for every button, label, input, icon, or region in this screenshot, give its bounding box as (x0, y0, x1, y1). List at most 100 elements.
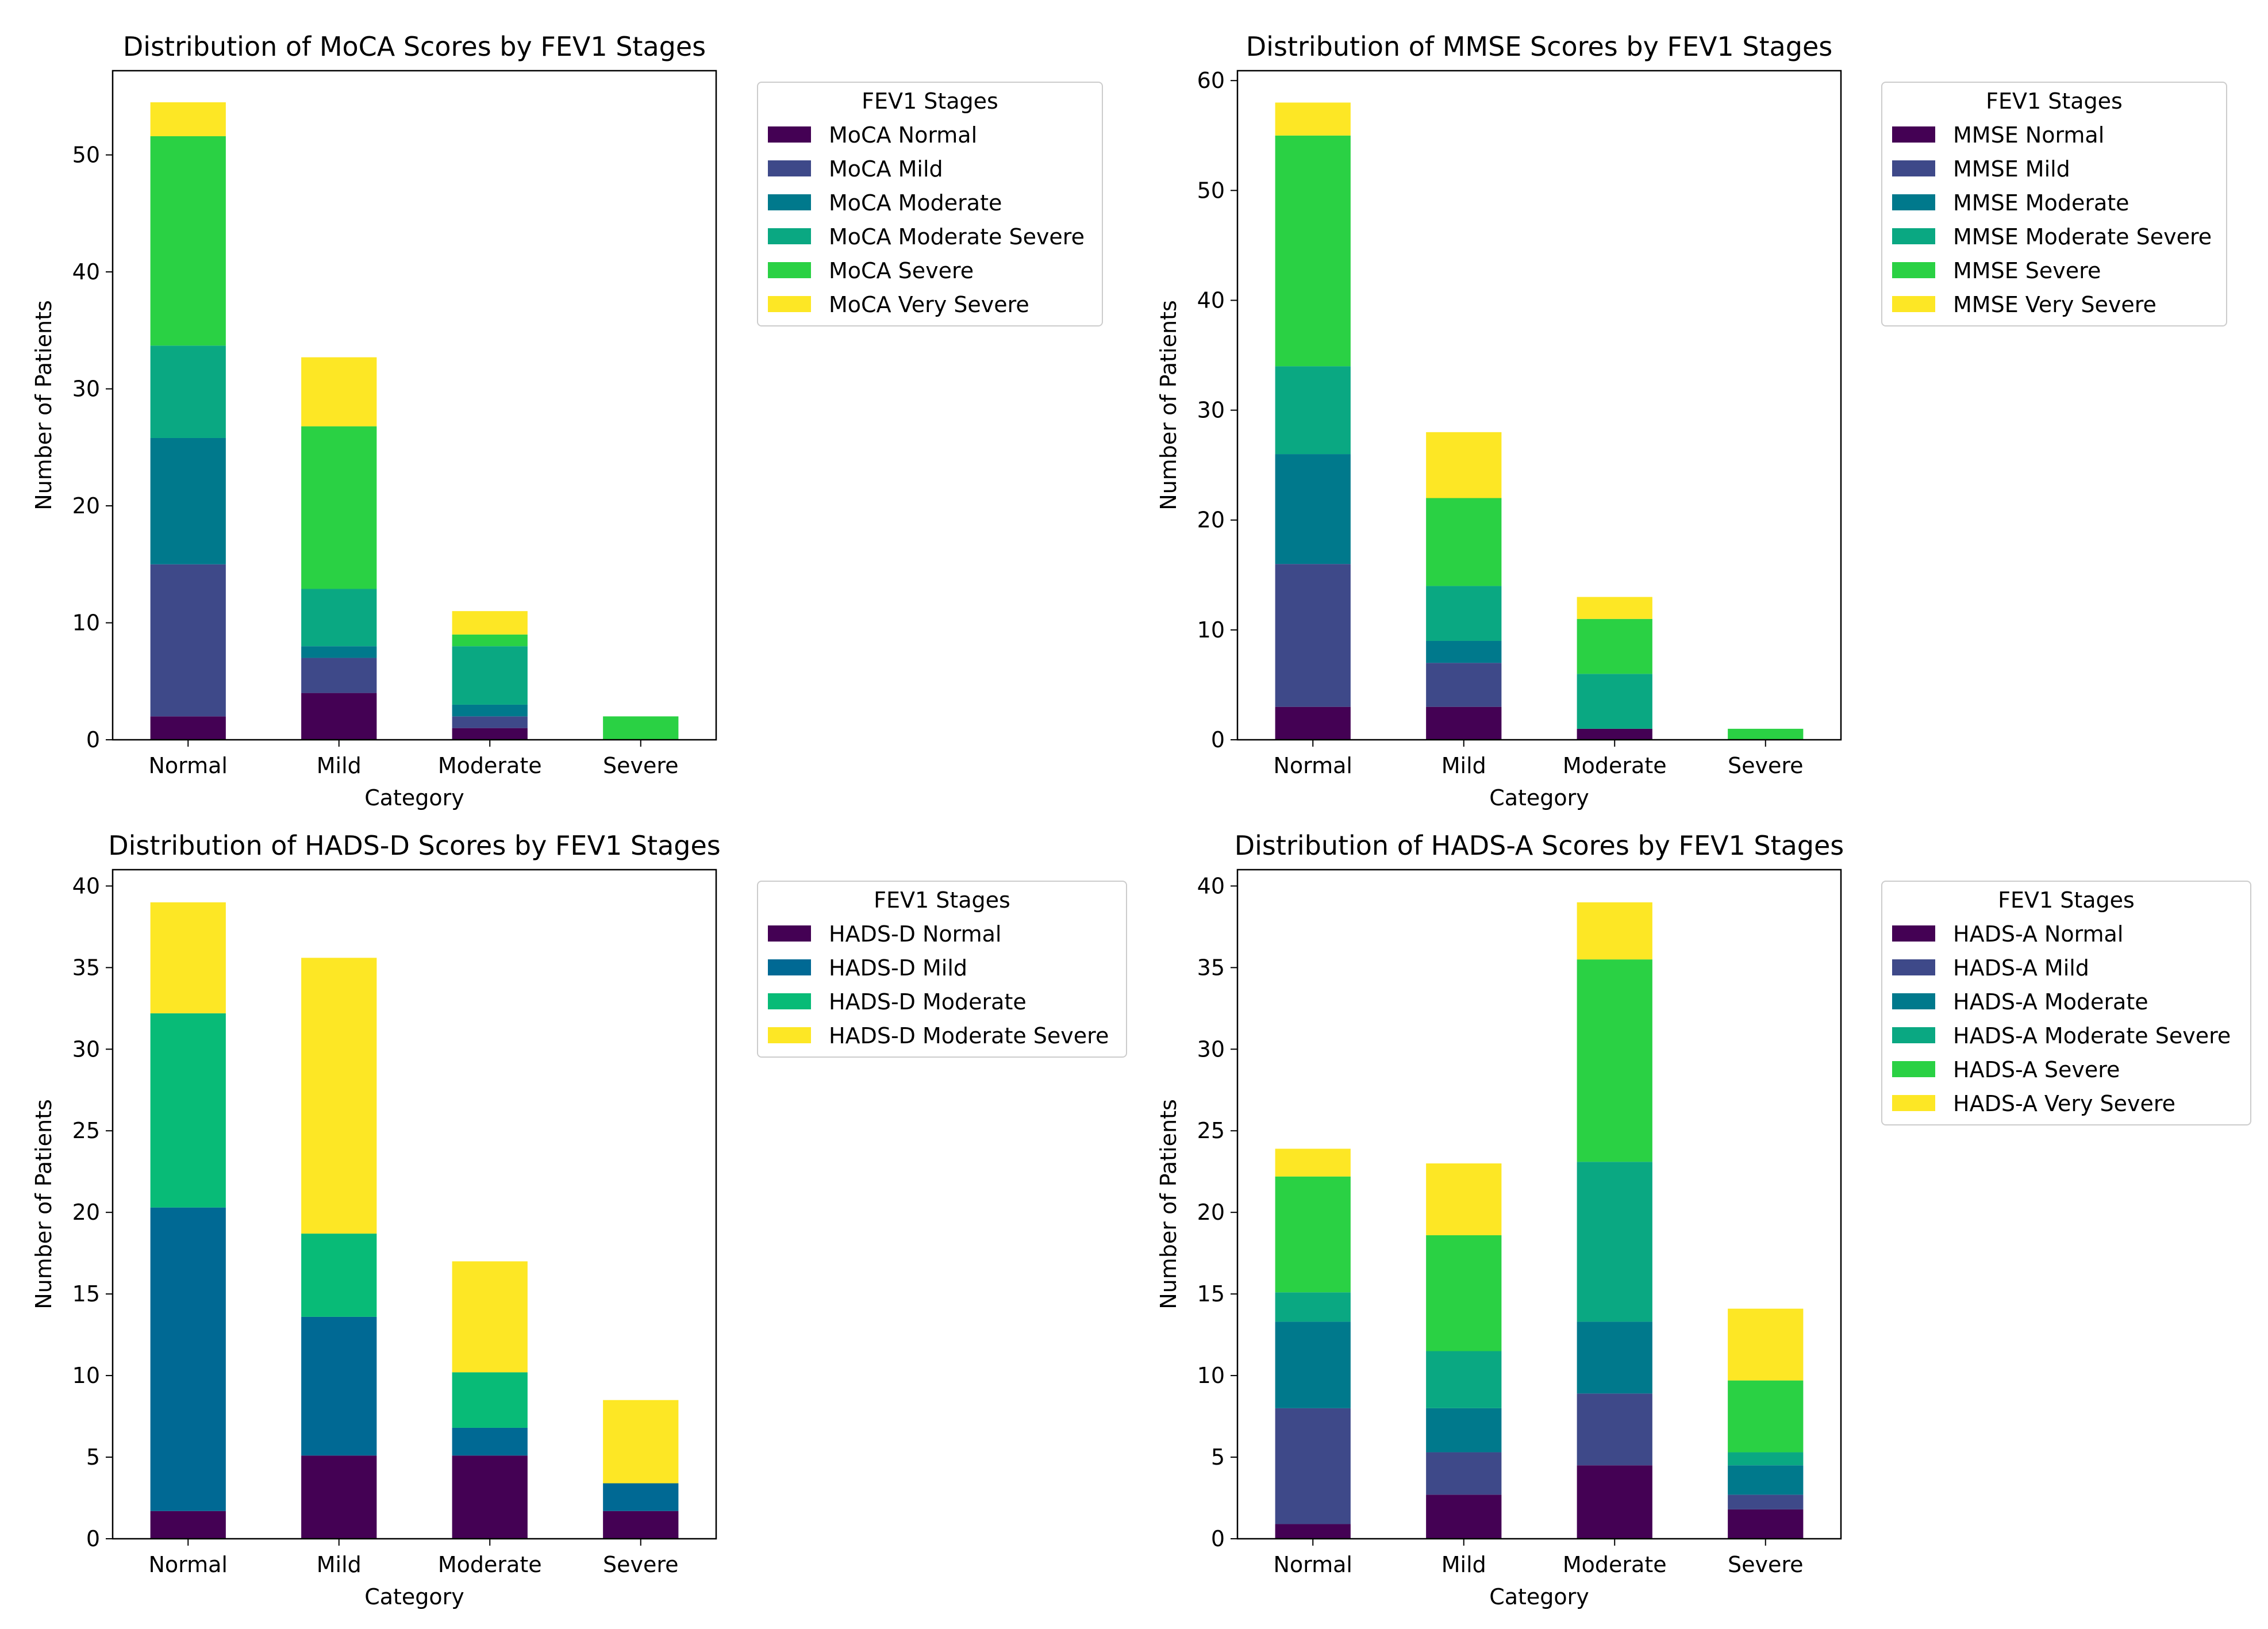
chart-1-bar-normal-series-5 (150, 136, 226, 346)
chart-4-bar-mild-series-4 (1426, 1351, 1502, 1408)
chart-4-legend: FEV1 Stages HADS-A Normal HADS-A Mild HADS-… (1881, 881, 2251, 1125)
chart-1-legend-label: MoCA Very Severe (829, 292, 1029, 317)
chart-3-ytick-label: 5 (86, 1444, 100, 1470)
chart-3-bar-normal-series-2 (150, 1207, 226, 1511)
chart-3-bar-normal-series-1 (150, 1511, 226, 1539)
chart-1-ytick-label: 20 (72, 493, 100, 518)
chart-3-ytick-label: 0 (86, 1526, 100, 1551)
chart-2-legend-swatch (1892, 160, 1935, 176)
chart-4-bar-severe-series-5 (1728, 1380, 1804, 1453)
chart-1-bar-moderate-series-5 (452, 634, 528, 647)
chart-4-ylabel: Number of Patients (1156, 1099, 1181, 1309)
chart-4-ytick-label: 35 (1197, 955, 1225, 980)
chart-4-bar-mild-series-5 (1426, 1235, 1502, 1351)
chart-2-legend-swatch (1892, 228, 1935, 244)
chart-4-legend-swatch (1892, 993, 1935, 1009)
chart-4-bar-normal-series-4 (1275, 1292, 1351, 1322)
chart-4-bar-moderate-series-3 (1577, 1321, 1652, 1394)
chart-2-xtick-label: Moderate (1563, 753, 1667, 778)
chart-2-bar-mild-series-3 (1426, 640, 1502, 663)
chart-1-bar-mild-series-5 (301, 426, 377, 589)
chart-1-xtick-label: Mild (317, 753, 362, 778)
chart-2-bar-moderate-series-1 (1577, 728, 1652, 740)
chart-4-bar-normal-series-2 (1275, 1408, 1351, 1524)
chart-4-legend-label: HADS-A Normal (1953, 921, 2123, 947)
chart-1-legend-swatch (768, 194, 811, 210)
chart-1-bar-severe-series-5 (603, 716, 679, 740)
chart-2-ytick-label: 40 (1197, 287, 1225, 313)
chart-2-bar-moderate-series-6 (1577, 597, 1652, 619)
chart-2-title: Distribution of MMSE Scores by FEV1 Stag… (1246, 31, 1832, 62)
chart-3-ylabel: Number of Patients (31, 1099, 56, 1309)
chart-3-ytick-label: 35 (72, 955, 100, 980)
chart-4-xtick-label: Moderate (1563, 1552, 1667, 1577)
chart-1-ytick-label: 10 (72, 610, 100, 636)
chart-2-bar-normal-series-2 (1275, 564, 1351, 707)
chart-3-legend-label: HADS-D Normal (829, 921, 1002, 947)
chart-3: Distribution of HADS-D Scores by FEV1 St… (31, 830, 1127, 1609)
chart-2-bar-normal-series-6 (1275, 102, 1351, 136)
chart-4-ytick-label: 25 (1197, 1118, 1225, 1143)
chart-3-xtick-label: Severe (603, 1552, 679, 1577)
chart-2-legend-title: FEV1 Stages (1986, 89, 2123, 114)
chart-2-legend-swatch (1892, 262, 1935, 278)
chart-3-legend-label: HADS-D Moderate (829, 989, 1027, 1015)
chart-1-legend-label: MoCA Severe (829, 258, 974, 283)
chart-1-xtick-label: Severe (603, 753, 679, 778)
chart-1-legend-box (757, 82, 1103, 326)
chart-3-xlabel: Category (364, 1584, 464, 1609)
chart-1-bar-mild-series-6 (301, 357, 377, 427)
chart-1-ytick-label: 30 (72, 376, 100, 402)
chart-1-ytick-label: 0 (86, 727, 100, 752)
chart-4-legend-label: HADS-A Severe (1953, 1057, 2120, 1082)
chart-4-legend-box (1881, 881, 2251, 1125)
chart-4-legend-swatch (1892, 1027, 1935, 1043)
chart-1-legend: FEV1 Stages MoCA Normal MoCA Mild MoCA Mode… (757, 82, 1103, 326)
chart-2-xtick-label: Severe (1728, 753, 1804, 778)
chart-2-bar-normal-series-4 (1275, 366, 1351, 455)
chart-3-ytick-label: 25 (72, 1118, 100, 1143)
chart-4-ytick-label: 40 (1197, 873, 1225, 898)
chart-4: Distribution of HADS-A Scores by FEV1 St… (1156, 830, 2251, 1609)
chart-2-legend-label: MMSE Normal (1953, 122, 2104, 148)
chart-1-bar-mild-series-4 (301, 589, 377, 647)
chart-2-bar-mild-series-1 (1426, 706, 1502, 740)
chart-4-legend-swatch (1892, 925, 1935, 942)
chart-2-bar-normal-series-1 (1275, 706, 1351, 740)
chart-1-bar-normal-series-4 (150, 345, 226, 438)
chart-4-ytick-label: 30 (1197, 1036, 1225, 1062)
chart-3-bar-mild-series-4 (301, 958, 377, 1234)
chart-3-bar-moderate-series-4 (452, 1261, 528, 1373)
chart-4-bar-normal-series-6 (1275, 1148, 1351, 1177)
chart-4-bar-severe-series-1 (1728, 1509, 1804, 1539)
chart-2-ytick-label: 0 (1211, 727, 1225, 752)
chart-4-xlabel: Category (1489, 1584, 1589, 1609)
chart-2-bar-normal-series-3 (1275, 454, 1351, 564)
chart-2-legend-label: MMSE Moderate (1953, 190, 2129, 216)
chart-2-legend-swatch (1892, 296, 1935, 312)
chart-3-bar-mild-series-1 (301, 1455, 377, 1539)
chart-3-bar-mild-series-3 (301, 1234, 377, 1317)
chart-1-legend-title: FEV1 Stages (862, 89, 998, 114)
chart-3-xtick-label: Moderate (438, 1552, 542, 1577)
chart-1-bar-normal-series-1 (150, 716, 226, 740)
chart-2-xtick-label: Mild (1441, 753, 1486, 778)
chart-1-legend-swatch (768, 296, 811, 312)
chart-4-xtick-label: Severe (1728, 1552, 1804, 1577)
chart-4-xtick-label: Mild (1441, 1552, 1486, 1577)
chart-2-legend-label: MMSE Moderate Severe (1953, 224, 2212, 249)
chart-4-axes-frame (1236, 869, 1842, 1540)
chart-2-legend-label: MMSE Severe (1953, 258, 2101, 283)
chart-4-legend-label: HADS-A Mild (1953, 955, 2089, 981)
chart-1-legend-label: MoCA Moderate Severe (829, 224, 1085, 249)
chart-3-ytick-label: 20 (72, 1200, 100, 1225)
chart-4-legend-label: HADS-A Moderate (1953, 989, 2148, 1015)
chart-1-legend-label: MoCA Moderate (829, 190, 1002, 216)
chart-2-xlabel: Category (1489, 785, 1589, 810)
chart-1-bar-moderate-series-4 (452, 646, 528, 705)
chart-3-bar-severe-series-1 (603, 1511, 679, 1539)
chart-1-legend-swatch (768, 262, 811, 278)
chart-1-ytick-label: 50 (72, 143, 100, 168)
chart-3-bar-normal-series-3 (150, 1013, 226, 1208)
chart-1-bar-normal-series-3 (150, 437, 226, 564)
